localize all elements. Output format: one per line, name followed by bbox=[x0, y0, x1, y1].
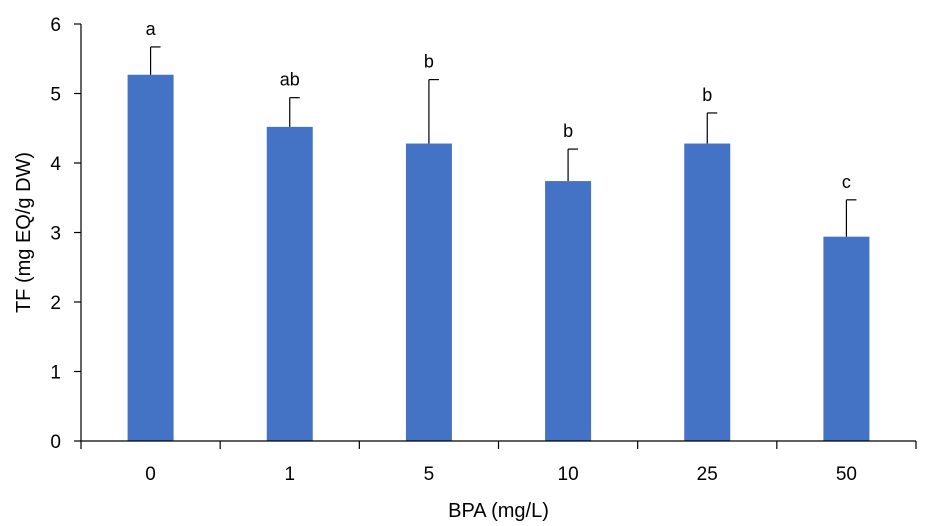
significance-label: b bbox=[424, 52, 434, 72]
significance-label: ab bbox=[280, 70, 300, 90]
y-tick-label: 1 bbox=[50, 363, 61, 384]
axes-layer bbox=[80, 24, 916, 442]
x-tick-label: 50 bbox=[836, 464, 857, 485]
y-axis-title: TF (mg EQ/g DW) bbox=[13, 152, 35, 313]
significance-labels-layer: a ab b b b c bbox=[146, 19, 851, 192]
bar-1 bbox=[266, 126, 313, 442]
y-tick-label: 6 bbox=[50, 15, 61, 36]
bar-5 bbox=[405, 143, 452, 442]
x-ticks-layer: 0 1 5 10 25 50 bbox=[80, 441, 917, 485]
x-tick-label: 5 bbox=[424, 464, 435, 485]
bar-25 bbox=[684, 143, 731, 442]
significance-label: b bbox=[563, 121, 573, 141]
y-tick-label: 2 bbox=[50, 293, 61, 314]
y-tick-label: 5 bbox=[50, 85, 61, 106]
y-tick-label: 4 bbox=[50, 154, 61, 175]
bar-10 bbox=[545, 181, 592, 441]
x-tick-label: 0 bbox=[145, 464, 156, 485]
x-tick-label: 25 bbox=[697, 464, 718, 485]
significance-label: a bbox=[146, 19, 157, 39]
error-bar-0 bbox=[149, 46, 161, 75]
x-tick-label: 1 bbox=[284, 464, 295, 485]
error-bar-50 bbox=[845, 199, 857, 237]
significance-label: c bbox=[842, 172, 851, 192]
x-axis-title: BPA (mg/L) bbox=[448, 500, 549, 522]
bar-50 bbox=[823, 236, 870, 441]
y-ticks-layer: 0 1 2 3 4 5 6 bbox=[50, 15, 81, 453]
error-bar-5 bbox=[428, 78, 439, 144]
bar-0 bbox=[127, 74, 174, 442]
error-bar-25 bbox=[706, 112, 718, 144]
x-tick-label: 10 bbox=[558, 464, 579, 485]
y-tick-label: 0 bbox=[50, 432, 61, 453]
y-tick-label: 3 bbox=[50, 224, 61, 245]
error-bar-10 bbox=[567, 148, 579, 182]
error-bars-layer bbox=[149, 46, 857, 237]
error-bar-1 bbox=[289, 97, 300, 127]
significance-label: b bbox=[702, 85, 712, 105]
bars-layer bbox=[127, 74, 870, 442]
